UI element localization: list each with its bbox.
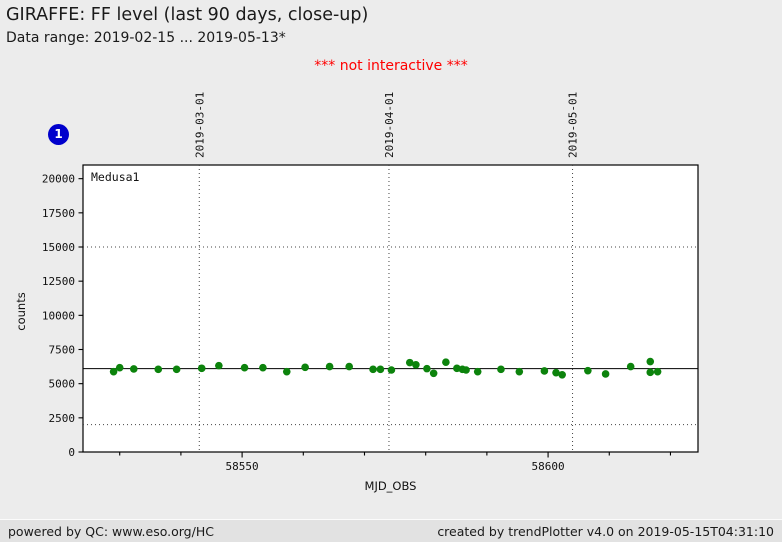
data-points <box>109 357 662 379</box>
month-gridlines: 2019-03-01 2019-04-01 2019-05-01 <box>193 92 580 452</box>
data-point <box>626 362 635 371</box>
data-point <box>497 365 505 374</box>
data-point <box>584 366 592 375</box>
data-point <box>405 358 414 367</box>
data-range-subtitle: Data range: 2019-02-15 ... 2019-05-13* <box>6 30 286 46</box>
x-tick-label: 58600 <box>532 460 565 473</box>
y-tick-label: 10000 <box>42 309 75 322</box>
data-point <box>515 367 524 376</box>
y-tick-label: 2500 <box>49 412 76 425</box>
x-axis: 58550 58600 MJD_OBS <box>119 452 672 493</box>
data-point <box>115 363 124 372</box>
y-tick-label: 0 <box>68 446 75 459</box>
data-point <box>653 367 662 376</box>
y-tick-label: 7500 <box>49 344 76 357</box>
data-point <box>462 366 470 374</box>
threshold-lines <box>83 246 698 426</box>
data-point <box>197 364 206 373</box>
y-tick-label: 17500 <box>42 207 75 220</box>
footer-powered-by: powered by QC: www.eso.org/HC <box>8 523 214 539</box>
data-point <box>601 370 610 378</box>
data-point <box>282 367 291 376</box>
month-tick-label: 2019-05-01 <box>567 92 580 158</box>
data-point <box>376 365 385 374</box>
data-point <box>109 367 118 376</box>
footer-bar: powered by QC: www.eso.org/HC created by… <box>0 519 782 542</box>
data-point <box>154 365 163 374</box>
data-point <box>172 365 181 374</box>
data-point <box>473 367 482 376</box>
data-point <box>259 363 267 372</box>
month-tick-label: 2019-03-01 <box>193 92 206 158</box>
x-axis-label: MJD_OBS <box>365 479 417 493</box>
not-interactive-warning: *** not interactive *** <box>314 58 468 74</box>
y-tick-label: 12500 <box>42 275 75 288</box>
data-point <box>240 363 249 372</box>
y-tick-label: 15000 <box>42 241 75 254</box>
data-point <box>412 361 420 369</box>
y-axis: 0 2500 5000 7500 10000 12500 15000 17500 20000 co… <box>14 173 83 459</box>
data-point <box>387 366 396 374</box>
data-point <box>301 363 309 372</box>
y-tick-label: 20000 <box>42 173 75 186</box>
data-point <box>129 365 138 373</box>
footer-created-by: created by trendPlotter v4.0 on 2019-05-… <box>437 523 774 539</box>
data-point <box>325 362 334 371</box>
plot-index-badge[interactable]: 1 <box>48 124 69 145</box>
data-point <box>552 368 560 377</box>
data-point <box>369 365 377 374</box>
plot-area <box>82 164 699 453</box>
y-axis-label: counts <box>14 292 28 330</box>
month-tick-label: 2019-04-01 <box>383 92 396 158</box>
series-annotation: Medusa1 <box>91 170 140 184</box>
data-point <box>540 367 549 375</box>
data-point <box>558 370 566 379</box>
data-point <box>429 369 438 378</box>
data-point <box>215 361 223 370</box>
data-point <box>423 364 431 373</box>
y-tick-label: 5000 <box>49 378 76 391</box>
data-point <box>345 362 353 371</box>
x-tick-label: 58550 <box>226 460 259 473</box>
data-point <box>646 357 655 366</box>
page-title: GIRAFFE: FF level (last 90 days, close-u… <box>6 5 369 25</box>
data-point <box>646 368 655 377</box>
data-point <box>442 358 450 367</box>
